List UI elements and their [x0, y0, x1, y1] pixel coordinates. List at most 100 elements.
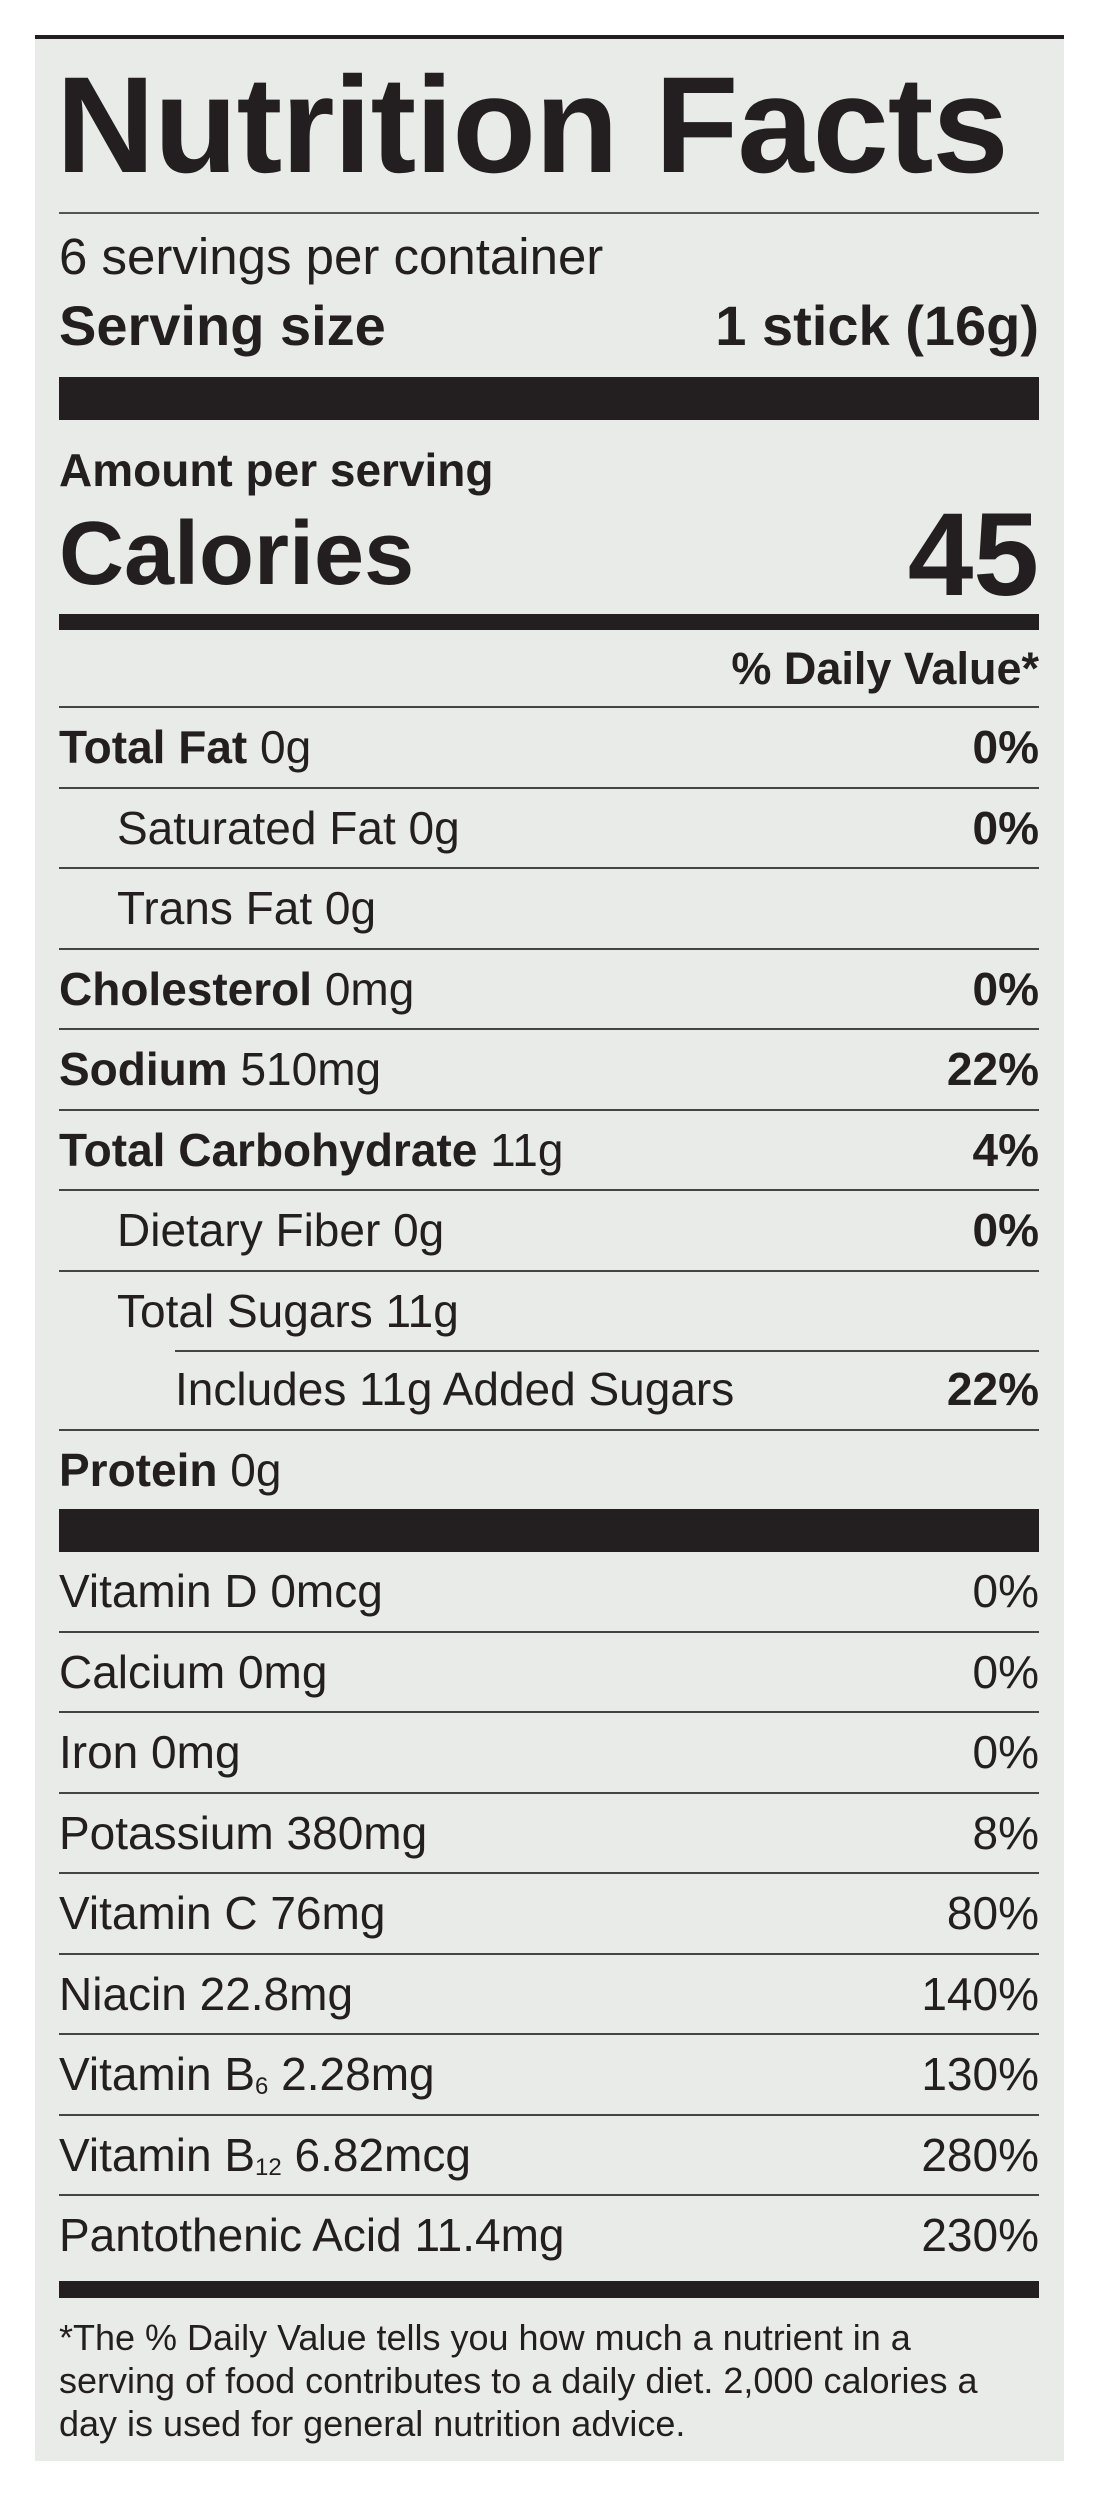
serving-size-row: Serving size 1 stick (16g): [59, 290, 1039, 370]
medium-divider: [59, 614, 1039, 630]
vitamin-name: Vitamin B: [59, 2128, 256, 2181]
nutrient-name: Trans Fat: [117, 882, 313, 935]
vitamin-daily-value: 0%: [972, 1726, 1039, 1779]
nutrient-amount: 0mg: [324, 962, 415, 1015]
vitamin-amount: 0mg: [237, 1645, 328, 1698]
vitamin-daily-value: 140%: [921, 1967, 1039, 2020]
nutrient-daily-value: 22%: [946, 1363, 1039, 1416]
vitamin-row: Pantothenic Acid 11.4mg 230%: [59, 2196, 1039, 2275]
vitamin-amount: 0mcg: [270, 1565, 383, 1618]
nutrient-name: Total Carbohydrate: [59, 1123, 478, 1176]
vitamin-amount: 6.82mcg: [294, 2128, 471, 2181]
nutrient-daily-value: 0%: [972, 801, 1039, 854]
vitamin-name-amount: Vitamin D 0mcg: [59, 1564, 383, 1618]
nutrient-name: Includes 11g Added Sugars: [175, 1363, 735, 1416]
calories-row: Calories 45: [59, 489, 1039, 621]
nutrient-amount: 0g: [408, 801, 460, 854]
nutrient-row: Sodium 510mg 22%: [59, 1028, 1039, 1109]
vitamin-name: Calcium: [59, 1645, 226, 1698]
nutrient-amount: 510mg: [240, 1043, 382, 1096]
medium-divider: [59, 2280, 1039, 2298]
vitamin-name: Vitamin D: [59, 1565, 258, 1618]
vitamin-row: Calcium 0mg 0%: [59, 1633, 1039, 1713]
nutrient-amount: 0g: [230, 1443, 282, 1496]
nutrient-name-amount: Cholesterol 0mg: [59, 962, 414, 1016]
vitamin-name: Pantothenic Acid: [59, 2209, 402, 2262]
vitamin-daily-value: 280%: [921, 2128, 1039, 2181]
vitamin-daily-value: 8%: [972, 1806, 1039, 1859]
vitamin-daily-value: 230%: [921, 2209, 1039, 2262]
vitamin-amount: 2.28mg: [281, 2048, 435, 2101]
nutrient-name-amount: Includes 11g Added Sugars: [59, 1362, 734, 1416]
nutrient-daily-value: 0%: [972, 721, 1039, 774]
vitamin-amount: 22.8mg: [199, 1967, 354, 2020]
vitamin-name: Vitamin B: [59, 2048, 256, 2101]
nutrient-daily-value: 0%: [972, 962, 1039, 1015]
nutrient-row: Trans Fat 0g: [59, 867, 1039, 948]
nutrition-facts-panel: Nutrition Facts 6 servings per container…: [35, 35, 1064, 2461]
nutrient-name: Cholesterol: [59, 962, 313, 1015]
nutrient-row: Total Carbohydrate 11g 4%: [59, 1108, 1039, 1190]
nutrient-name-amount: Total Carbohydrate 11g: [59, 1123, 563, 1177]
nutrient-daily-value: 0%: [972, 1204, 1039, 1257]
label-title: Nutrition Facts: [56, 49, 1009, 202]
calories-value: 45: [907, 488, 1039, 621]
nutrient-name-amount: Dietary Fiber 0g: [59, 1203, 444, 1257]
nutrient-name-amount: Protein 0g: [59, 1443, 281, 1497]
nutrient-row: Cholesterol 0mg 0%: [59, 947, 1039, 1029]
vitamin-name-amount: Pantothenic Acid 11.4mg: [59, 2208, 565, 2262]
vitamin-subscript: 6: [255, 2073, 269, 2101]
nutrient-row: Total Fat 0g 0%: [59, 706, 1039, 787]
calories-label: Calories: [59, 504, 415, 604]
serving-size-label: Serving size: [59, 294, 386, 357]
vitamin-name-amount: Calcium 0mg: [59, 1645, 327, 1699]
nutrient-row: Includes 11g Added Sugars 22%: [59, 1350, 1039, 1429]
nutrient-amount: 0g: [324, 882, 377, 935]
vitamin-list: Vitamin D 0mcg 0% Calcium 0mg 0% Iron 0mg 0% P…: [59, 1552, 1039, 2275]
vitamin-name-amount: Vitamin B12 6.82mcg: [59, 2128, 471, 2182]
vitamin-name-amount: Iron 0mg: [59, 1725, 241, 1779]
nutrient-name: Saturated Fat: [117, 801, 396, 854]
vitamin-name-amount: Potassium 380mg: [59, 1806, 427, 1860]
vitamin-name-amount: Vitamin B6 2.28mg: [59, 2047, 435, 2101]
nutrient-name: Total Sugars: [117, 1284, 373, 1337]
vitamin-row: Vitamin D 0mcg 0%: [59, 1552, 1039, 1633]
vitamin-amount: 76mg: [270, 1887, 386, 1940]
vitamin-name-amount: Vitamin C 76mg: [59, 1886, 385, 1940]
vitamin-subscript: 12: [255, 2153, 282, 2181]
vitamin-name: Iron: [59, 1726, 139, 1779]
amount-per-serving: Amount per serving: [59, 444, 494, 496]
vitamin-row: Niacin 22.8mg 140%: [59, 1955, 1039, 2035]
vitamin-amount: 11.4mg: [414, 2209, 565, 2262]
vitamin-row: Potassium 380mg 8%: [59, 1794, 1039, 1874]
nutrient-row: Dietary Fiber 0g 0%: [59, 1189, 1039, 1270]
nutrient-name-amount: Sodium 510mg: [59, 1042, 381, 1096]
nutrient-amount: 0g: [260, 721, 312, 774]
nutrient-name: Protein: [59, 1443, 218, 1496]
nutrient-row: Protein 0g: [59, 1428, 1039, 1510]
vitamin-row: Iron 0mg 0%: [59, 1713, 1039, 1794]
nutrient-amount: 11g: [385, 1284, 459, 1337]
nutrient-name-amount: Total Sugars 11g: [59, 1284, 459, 1338]
vitamin-row: Vitamin B6 2.28mg 130%: [59, 2035, 1039, 2116]
vitamin-amount: 0mg: [151, 1726, 241, 1779]
nutrient-row: Total Sugars 11g: [59, 1269, 1039, 1351]
nutrient-daily-value: 4%: [972, 1123, 1039, 1176]
nutrient-row: Saturated Fat 0g 0%: [59, 786, 1039, 868]
vitamin-name: Potassium: [59, 1806, 274, 1859]
nutrient-list: Total Fat 0g 0% Saturated Fat 0g 0% Trans Fa…: [59, 706, 1039, 1509]
nutrient-name: Sodium: [59, 1043, 228, 1096]
divider: [59, 212, 1039, 214]
servings-per-container: 6 servings per container: [59, 228, 604, 285]
vitamin-daily-value: 0%: [972, 1645, 1039, 1698]
vitamin-name-amount: Niacin 22.8mg: [59, 1967, 353, 2021]
nutrient-name: Dietary Fiber: [117, 1204, 381, 1257]
vitamin-daily-value: 0%: [972, 1565, 1039, 1618]
nutrient-name-amount: Trans Fat 0g: [59, 881, 376, 935]
vitamin-row: Vitamin B12 6.82mcg 280%: [59, 2116, 1039, 2196]
nutrient-name: Total Fat: [59, 721, 248, 774]
vitamin-daily-value: 130%: [921, 2048, 1039, 2101]
thick-divider: [59, 377, 1039, 420]
nutrient-daily-value: 22%: [946, 1043, 1039, 1096]
daily-value-header: % Daily Value*: [731, 643, 1039, 694]
